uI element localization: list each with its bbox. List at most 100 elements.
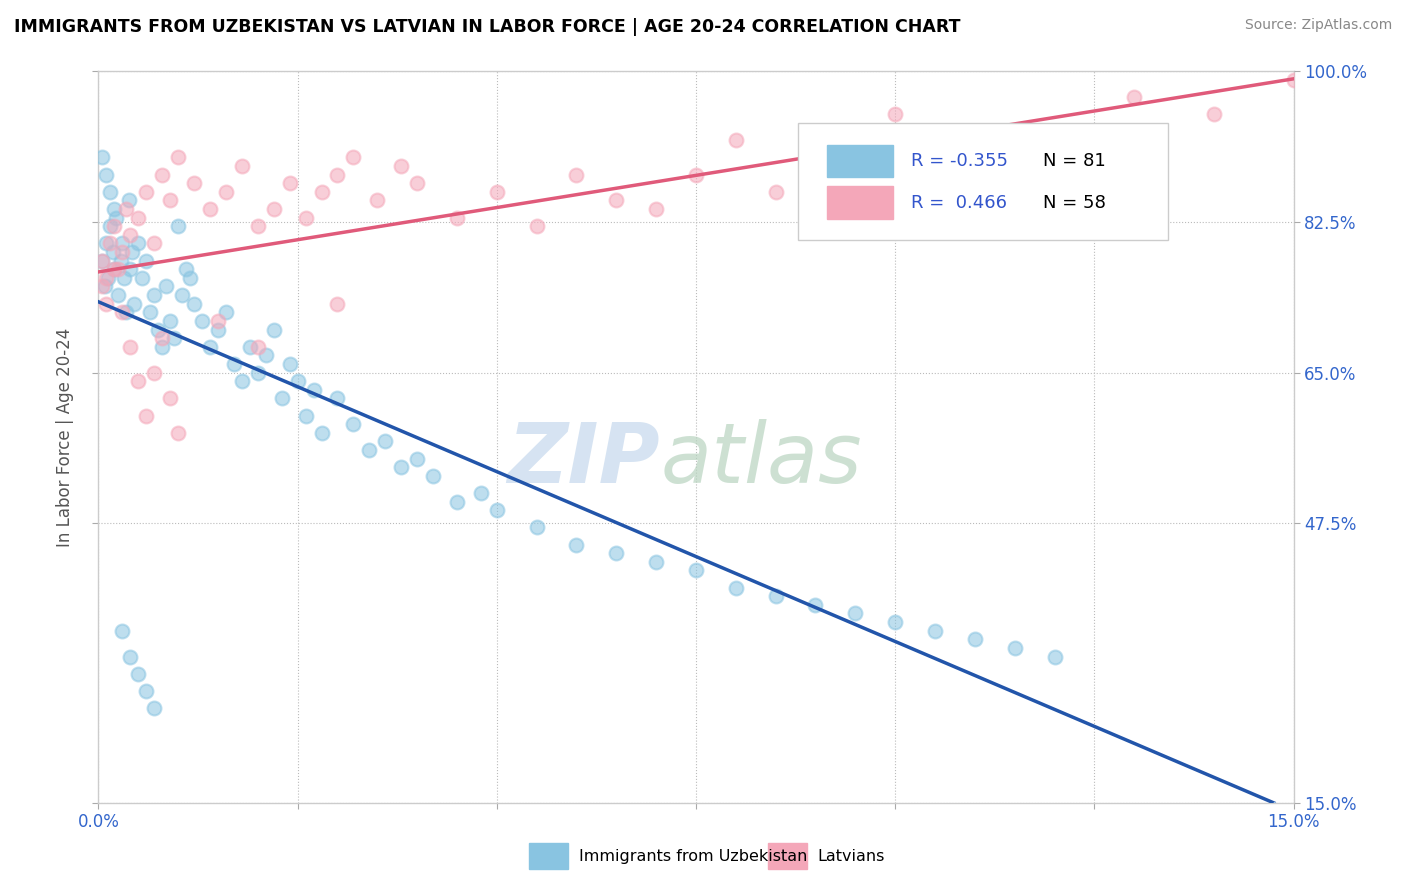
Text: Source: ZipAtlas.com: Source: ZipAtlas.com xyxy=(1244,18,1392,32)
Point xyxy=(112,271,135,285)
Y-axis label: In Labor Force | Age 20-24: In Labor Force | Age 20-24 xyxy=(56,327,75,547)
Point xyxy=(198,202,221,216)
Point xyxy=(215,305,238,319)
Point xyxy=(115,305,138,319)
Text: N = 81: N = 81 xyxy=(1043,152,1105,169)
Point xyxy=(97,271,120,285)
Point xyxy=(91,253,114,268)
Point xyxy=(98,185,122,199)
Point xyxy=(120,262,142,277)
Point xyxy=(963,125,986,139)
Point xyxy=(179,271,201,285)
Point xyxy=(645,202,668,216)
Point xyxy=(446,211,468,225)
Point xyxy=(107,288,129,302)
Point xyxy=(326,392,349,406)
Point xyxy=(406,176,429,190)
Point xyxy=(191,314,214,328)
Point xyxy=(159,314,181,328)
Point xyxy=(263,322,285,336)
Point xyxy=(470,486,492,500)
Point xyxy=(96,236,118,251)
Point xyxy=(366,194,388,208)
Point xyxy=(278,176,301,190)
Point xyxy=(884,615,907,629)
Point xyxy=(127,236,149,251)
Point xyxy=(1043,649,1066,664)
Point xyxy=(270,392,292,406)
Point xyxy=(120,227,142,242)
Point xyxy=(724,581,747,595)
Point xyxy=(131,271,153,285)
Point xyxy=(107,262,129,277)
Point xyxy=(342,417,364,432)
Point xyxy=(148,322,170,336)
Point xyxy=(231,159,253,173)
Point xyxy=(446,494,468,508)
FancyBboxPatch shape xyxy=(797,122,1168,240)
Point xyxy=(159,392,181,406)
Point xyxy=(124,296,146,310)
Point xyxy=(94,279,117,293)
Point xyxy=(765,185,787,199)
Point xyxy=(685,168,707,182)
Text: ZIP: ZIP xyxy=(508,418,661,500)
Point xyxy=(302,383,325,397)
Point xyxy=(239,340,262,354)
Point xyxy=(115,202,138,216)
Point xyxy=(118,194,141,208)
Point xyxy=(645,555,668,569)
Point xyxy=(884,107,907,121)
Point xyxy=(127,374,149,388)
Point xyxy=(207,314,229,328)
Point xyxy=(406,451,429,466)
FancyBboxPatch shape xyxy=(827,186,893,219)
Point xyxy=(963,632,986,647)
Point xyxy=(565,168,588,182)
Point xyxy=(1202,107,1225,121)
Point xyxy=(103,262,125,277)
Point xyxy=(101,245,124,260)
Point xyxy=(804,598,827,612)
Text: Immigrants from Uzbekistan: Immigrants from Uzbekistan xyxy=(579,848,807,863)
Point xyxy=(254,348,277,362)
Point xyxy=(1043,168,1066,182)
Point xyxy=(143,701,166,715)
Point xyxy=(91,279,114,293)
Point xyxy=(311,185,333,199)
Point xyxy=(163,331,186,345)
Point xyxy=(167,150,190,164)
Point xyxy=(485,503,508,517)
Point xyxy=(172,288,194,302)
Point xyxy=(222,357,245,371)
Point xyxy=(167,425,190,440)
Text: Latvians: Latvians xyxy=(818,848,886,863)
Point xyxy=(246,340,269,354)
Point xyxy=(111,236,134,251)
Point xyxy=(246,219,269,234)
Point xyxy=(103,202,125,216)
Point xyxy=(104,211,127,225)
Point xyxy=(155,279,177,293)
Point xyxy=(174,262,197,277)
Point xyxy=(91,150,114,164)
Point xyxy=(1282,73,1305,87)
Point xyxy=(111,305,134,319)
Point xyxy=(207,322,229,336)
Point xyxy=(198,340,221,354)
Point xyxy=(120,340,142,354)
Point xyxy=(374,434,396,449)
Point xyxy=(422,468,444,483)
Point xyxy=(231,374,253,388)
Point xyxy=(183,176,205,190)
Point xyxy=(389,460,412,475)
Point xyxy=(294,211,316,225)
Point xyxy=(311,425,333,440)
Point xyxy=(139,305,162,319)
Point xyxy=(167,219,190,234)
Point xyxy=(143,236,166,251)
Point xyxy=(127,666,149,681)
Point xyxy=(294,409,316,423)
Point xyxy=(135,185,157,199)
FancyBboxPatch shape xyxy=(529,843,568,869)
